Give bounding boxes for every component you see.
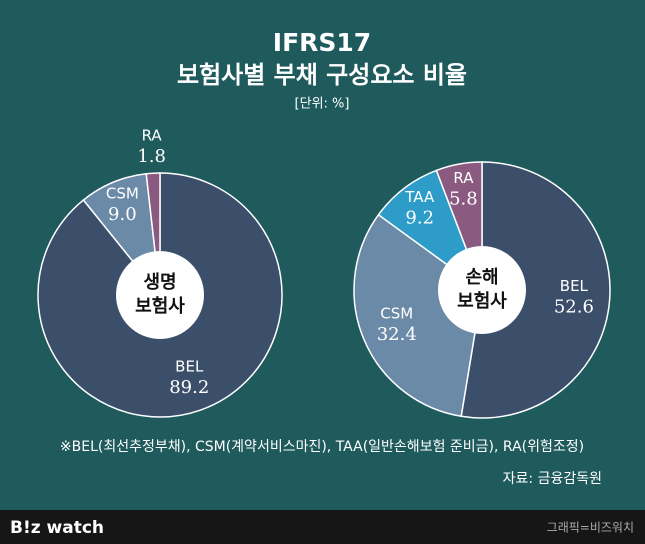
title: IFRS17 bbox=[273, 28, 371, 57]
donut-hole bbox=[438, 246, 526, 334]
slice-label: TAA bbox=[404, 188, 435, 206]
slice-value: 89.2 bbox=[169, 377, 209, 398]
slice-label: CSM bbox=[106, 184, 139, 202]
subtitle: 보험사별 부채 구성요소 비율 bbox=[177, 61, 467, 89]
slice-label: RA bbox=[142, 127, 163, 145]
center-label: 생명 bbox=[143, 272, 176, 293]
slice-value: 32.4 bbox=[377, 324, 417, 345]
footer-bar bbox=[0, 510, 645, 544]
source: 자료: 금융감독원 bbox=[503, 471, 602, 487]
footnote: ※BEL(최선추정부채), CSM(계약서비스마진), TAA(일반손해보험 준… bbox=[60, 439, 584, 455]
donut-hole bbox=[116, 251, 204, 339]
slice-value: 9.2 bbox=[405, 208, 434, 229]
unit: [단위: %] bbox=[295, 97, 350, 112]
slice-label: BEL bbox=[175, 357, 204, 375]
center-label: 보험사 bbox=[457, 290, 507, 312]
slice-label: CSM bbox=[380, 305, 413, 323]
slice-label: BEL bbox=[560, 277, 589, 295]
brand: B!z watch bbox=[10, 518, 104, 538]
pie-slice bbox=[353, 213, 483, 418]
pie-slice bbox=[460, 161, 611, 419]
credit: 그래픽=비즈워치 bbox=[547, 521, 634, 535]
slice-value: 52.6 bbox=[554, 297, 594, 318]
slice-value: 9.0 bbox=[108, 204, 137, 225]
center-label: 손해 bbox=[465, 267, 498, 288]
center-label: 보험사 bbox=[135, 295, 185, 317]
slice-value: 5.8 bbox=[449, 188, 478, 209]
slice-label: RA bbox=[453, 169, 474, 187]
slice-value: 1.8 bbox=[137, 146, 166, 167]
